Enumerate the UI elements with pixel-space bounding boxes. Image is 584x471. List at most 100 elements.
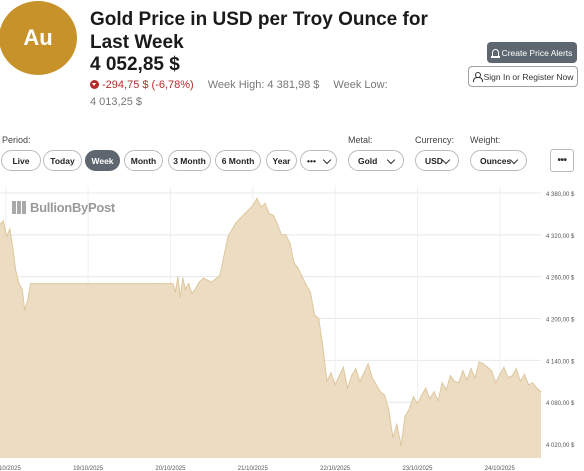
data-point	[437, 400, 439, 402]
watermark-text: BullionByPost	[30, 200, 115, 215]
x-tick-label: 20/10/2025	[155, 466, 186, 471]
period-3-month[interactable]: 3 Month	[168, 150, 211, 171]
weight-value: Ounces	[480, 155, 512, 166]
period-more-label: •••	[307, 155, 316, 166]
create-alert-label: Create Price Alerts	[501, 47, 573, 58]
period-month[interactable]: Month	[124, 150, 163, 171]
data-point	[305, 284, 307, 286]
data-point	[400, 444, 402, 446]
data-point	[433, 391, 435, 393]
currency-select[interactable]: USD	[415, 150, 459, 171]
data-point	[474, 377, 476, 379]
period-more-dropdown[interactable]: •••	[300, 150, 337, 171]
data-point	[511, 375, 513, 377]
data-point	[202, 277, 204, 279]
x-tick-label: 21/10/2025	[238, 466, 269, 471]
data-point	[412, 396, 414, 398]
price-area	[0, 198, 541, 458]
data-point	[408, 408, 410, 410]
y-tick-label: 4 020,00 $	[546, 443, 575, 449]
chevron-down-icon	[386, 155, 396, 165]
down-arrow-icon	[90, 80, 99, 89]
x-tick-label: 23/10/2025	[402, 466, 433, 471]
create-price-alerts-button[interactable]: Create Price Alerts	[487, 42, 577, 63]
data-point	[503, 366, 505, 368]
data-point	[326, 380, 328, 382]
data-point	[338, 375, 340, 377]
sign-in-label: Sign In or Register Now	[483, 71, 574, 82]
data-point	[404, 415, 406, 417]
data-point	[359, 380, 361, 382]
data-point	[342, 366, 344, 368]
data-point	[449, 375, 451, 377]
data-point	[191, 292, 193, 294]
x-tick-label: 24/10/2025	[485, 466, 516, 471]
currency-label: Currency:	[415, 135, 455, 145]
more-options-button[interactable]: •••	[550, 149, 574, 172]
data-point	[179, 297, 181, 299]
data-point	[6, 235, 8, 237]
data-point	[12, 249, 14, 251]
data-point	[491, 370, 493, 372]
user-icon	[472, 72, 483, 82]
data-point	[18, 283, 20, 285]
data-point	[441, 382, 443, 384]
data-point	[367, 363, 369, 365]
x-tick-label: 19/10/2025	[73, 466, 104, 471]
data-point	[528, 384, 530, 386]
price-change: -294,75 $ (-6,78%)	[102, 79, 194, 91]
period-live[interactable]: Live	[1, 150, 41, 171]
data-point	[429, 398, 431, 400]
data-point	[375, 384, 377, 386]
data-point	[198, 281, 200, 283]
metal-select[interactable]: Gold	[348, 150, 404, 171]
price-line	[0, 197, 542, 446]
data-point	[211, 281, 213, 283]
price-chart[interactable]: 4 380,00 $ 4 320,00 $ 4 260,00 $ 4 200,00 $…	[0, 186, 578, 471]
currency-value: USD	[425, 155, 443, 166]
data-point	[540, 391, 542, 393]
period-label: Period:	[2, 135, 31, 145]
y-tick-label: 4 200,00 $	[546, 318, 575, 324]
data-point	[0, 223, 1, 225]
data-point	[184, 288, 186, 290]
data-point	[470, 368, 472, 370]
period-today[interactable]: Today	[43, 150, 82, 171]
gold-bars-icon	[12, 201, 28, 214]
data-point	[314, 314, 316, 316]
sign-in-button[interactable]: Sign In or Register Now	[468, 66, 578, 87]
week-low-label: Week Low:	[333, 79, 388, 91]
current-price: 4 052,85 $	[90, 54, 180, 75]
period-week[interactable]: Week	[85, 150, 120, 171]
data-point	[507, 377, 509, 379]
data-point	[24, 309, 26, 311]
data-point	[260, 206, 262, 208]
data-point	[235, 221, 237, 223]
metal-label: Metal:	[348, 135, 373, 145]
data-point	[256, 198, 258, 200]
y-tick-label: 4 080,00 $	[546, 401, 575, 407]
page-title: Gold Price in USD per Troy Ounce for Las…	[90, 9, 428, 53]
data-point	[425, 387, 427, 389]
period-year[interactable]: Year	[266, 150, 297, 171]
period-6-month[interactable]: 6 Month	[215, 150, 261, 171]
data-point	[458, 382, 460, 384]
data-point	[21, 288, 23, 290]
data-point	[9, 228, 11, 230]
data-point	[416, 403, 419, 405]
data-point	[289, 242, 291, 244]
weight-select[interactable]: Ounces	[470, 150, 527, 171]
data-point	[29, 283, 32, 285]
data-point	[536, 387, 538, 389]
data-point	[27, 298, 29, 300]
data-point	[15, 269, 17, 271]
data-point	[297, 267, 299, 269]
data-point	[346, 387, 349, 389]
data-point	[322, 345, 324, 347]
data-point	[285, 234, 287, 236]
data-point	[301, 276, 303, 278]
data-point	[462, 370, 464, 372]
data-point	[379, 391, 381, 393]
data-point	[2, 220, 4, 222]
data-point	[486, 366, 489, 368]
